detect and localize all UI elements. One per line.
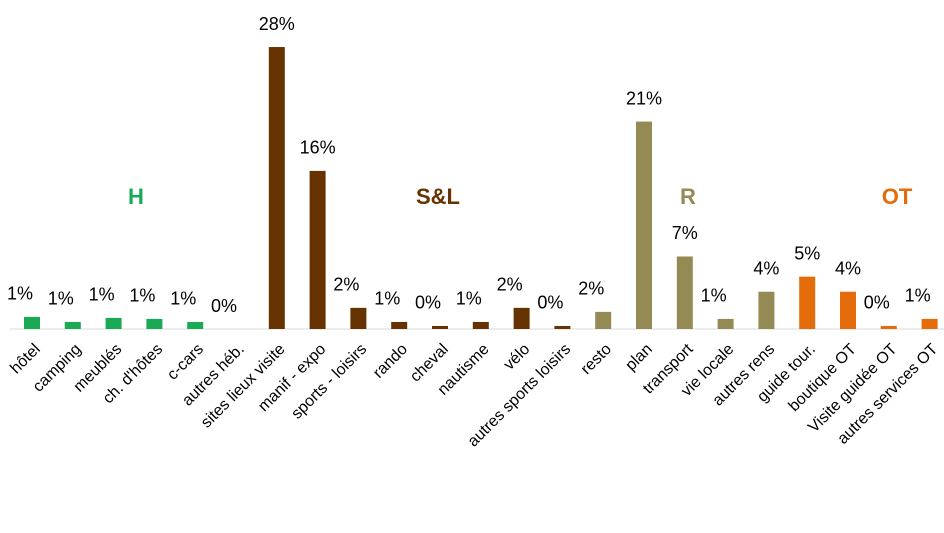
group-label: H: [128, 184, 144, 209]
bar: [146, 318, 163, 329]
bar: [432, 325, 448, 329]
value-label: 16%: [300, 138, 336, 158]
bar: [880, 325, 897, 329]
bar: [636, 121, 652, 329]
value-label: 1%: [129, 286, 155, 306]
bar: [717, 318, 734, 329]
bar: [472, 321, 489, 329]
value-label: 1%: [456, 289, 482, 309]
bar: [513, 307, 530, 329]
bar: [840, 291, 856, 329]
group-label: S&L: [416, 184, 460, 209]
bar: [187, 321, 204, 329]
value-label: 2%: [333, 275, 359, 295]
bar: [268, 47, 285, 329]
bar: [921, 318, 938, 329]
bar: [309, 170, 326, 329]
value-label: 28%: [259, 14, 295, 34]
value-label: 4%: [753, 258, 779, 278]
value-label: 1%: [7, 284, 33, 304]
x-tick-label: vélo: [501, 341, 534, 374]
value-label: 0%: [864, 293, 890, 313]
value-label: 0%: [211, 296, 237, 316]
bar: [595, 311, 612, 329]
value-label: 1%: [701, 286, 727, 306]
value-label: 21%: [626, 88, 662, 108]
bar: [24, 316, 40, 329]
value-label: 1%: [48, 289, 74, 309]
bar: [105, 317, 122, 329]
value-label: 5%: [794, 243, 820, 263]
bar: [350, 307, 367, 329]
value-label: 4%: [835, 258, 861, 278]
value-label: 0%: [415, 293, 441, 313]
value-label: 0%: [537, 293, 563, 313]
x-tick-label: resto: [578, 341, 615, 378]
bar: [554, 325, 571, 329]
value-label: 2%: [497, 275, 523, 295]
bar: [676, 256, 693, 329]
x-tick-label: rando: [370, 341, 411, 382]
x-tick-label: sports - loisirs: [288, 341, 370, 423]
x-tick-label: plan: [622, 341, 655, 374]
group-label: R: [680, 184, 696, 209]
value-label: 2%: [578, 279, 604, 299]
bar: [391, 321, 408, 329]
group-label: OT: [882, 184, 913, 209]
value-label: 1%: [905, 286, 931, 306]
value-label: 1%: [170, 289, 196, 309]
value-label: 7%: [672, 223, 698, 243]
value-label: 1%: [374, 289, 400, 309]
bar: [799, 276, 816, 329]
x-tick-label: hôtel: [7, 341, 44, 378]
value-label: 1%: [89, 285, 115, 305]
bar: [758, 291, 775, 329]
bar: [64, 321, 81, 329]
